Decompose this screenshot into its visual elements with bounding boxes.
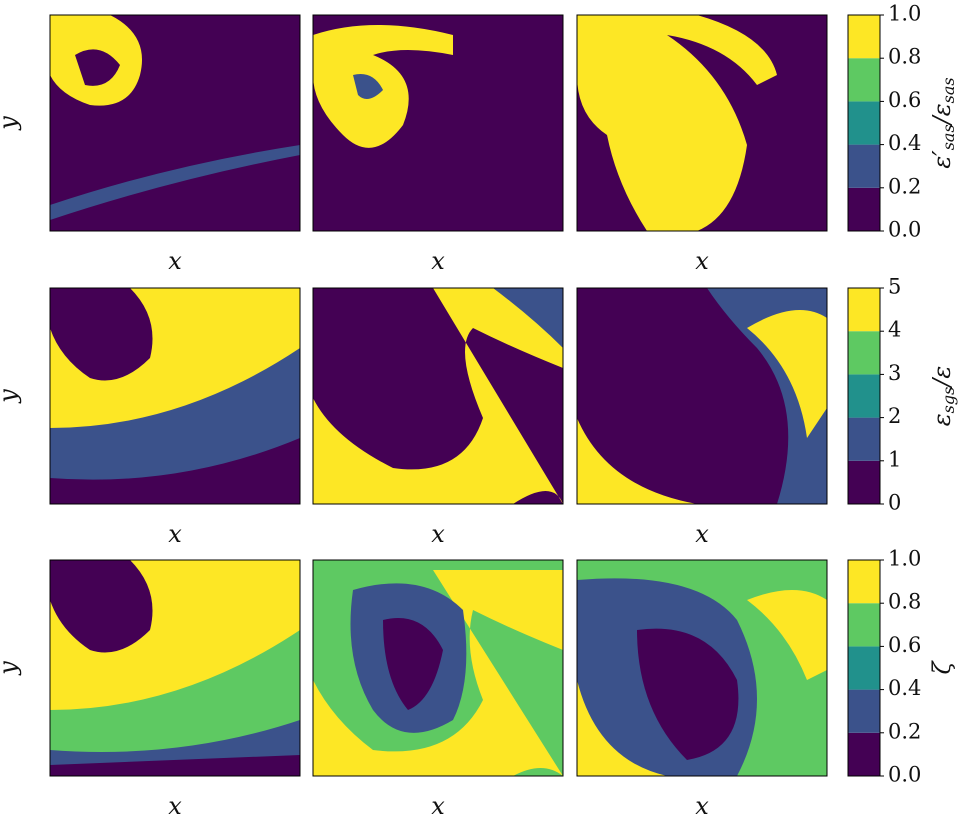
colorbar-label: ε′sas/εsas (928, 77, 958, 168)
field-region (493, 288, 563, 348)
colorbar-tick-label: 2 (888, 404, 901, 428)
colorbar-tick-label: 0.8 (888, 590, 921, 614)
field-region (637, 628, 739, 760)
colorbar-segment (848, 417, 880, 461)
field-region (577, 115, 617, 215)
colorbar-label: ζ (928, 660, 956, 675)
field-region (75, 49, 120, 86)
colorbar-label-part: sas (939, 124, 958, 150)
colorbar-segment (848, 187, 880, 231)
field-region (577, 680, 667, 776)
x-axis-label: x (431, 792, 445, 820)
field-region (747, 310, 827, 438)
field-region (50, 755, 300, 776)
field-region (313, 25, 453, 148)
colorbar-tick-label: 0.6 (888, 88, 921, 112)
field-region (353, 74, 383, 99)
colorbar-tick-label: 0.2 (888, 719, 921, 743)
x-axis-label: x (168, 520, 182, 548)
colorbar-segment (848, 689, 880, 733)
colorbar-tick-label: 3 (888, 361, 901, 385)
colorbar-segment (848, 144, 880, 188)
colorbar-segment (848, 603, 880, 647)
panel-frame (49, 287, 301, 505)
panel-frame (49, 559, 301, 777)
colorbar-tick-label: 0.6 (888, 633, 921, 657)
y-axis-label: y (0, 661, 22, 676)
field-region (313, 570, 563, 776)
colorbar-label-part: /ε (928, 103, 956, 126)
x-axis-label: x (431, 247, 445, 275)
colorbar-segment (848, 732, 880, 776)
field-image (50, 560, 300, 776)
x-axis-label: x (695, 247, 709, 275)
colorbar-segment (848, 101, 880, 145)
colorbar-label: εsgs/ε (928, 366, 958, 427)
field-region (383, 618, 443, 710)
colorbar-tick-label: 0.2 (888, 174, 921, 198)
colorbar-segment (848, 460, 880, 504)
field-image (50, 15, 300, 231)
panel-frame (576, 559, 828, 777)
colorbar-tick-label: 1.0 (888, 547, 921, 571)
field-region (747, 590, 827, 680)
field-image (577, 15, 827, 231)
colorbar-tick-label: 1.0 (888, 2, 921, 26)
field-region (50, 288, 153, 381)
field-region (577, 418, 697, 504)
colorbar-tick-label: 0.8 (888, 45, 921, 69)
panel-frame (312, 14, 564, 232)
field-image (313, 15, 563, 231)
x-axis-label: x (168, 247, 182, 275)
field-region (50, 560, 153, 653)
colorbar-segment (848, 646, 880, 690)
field-image (577, 288, 827, 504)
field-image (313, 288, 563, 504)
colorbar-label-part: ζ (928, 660, 956, 675)
x-axis-label: x (695, 520, 709, 548)
colorbar-segment (848, 374, 880, 418)
colorbar-segment (848, 560, 880, 604)
colorbar-segment (848, 288, 880, 332)
colorbar-segment (848, 331, 880, 375)
colorbar-tick-label: 0 (888, 491, 901, 515)
y-axis-label: y (0, 389, 22, 404)
colorbar-label-part: ε (928, 413, 956, 426)
field-region (313, 288, 563, 504)
colorbar-label-part: ε′ (928, 150, 956, 169)
colorbar-tick-label: 0.0 (888, 763, 921, 787)
colorbar-tick-label: 0.0 (888, 218, 921, 242)
colorbar-label-part: sgs (939, 387, 958, 414)
field-region (577, 15, 777, 231)
colorbar-tick-label: 1 (888, 447, 901, 471)
field-image (50, 288, 300, 504)
colorbar-tick-label: 0.4 (888, 676, 921, 700)
colorbar-segment (848, 58, 880, 102)
x-axis-label: x (431, 520, 445, 548)
colorbar-frame (847, 559, 881, 777)
panel-frame (576, 14, 828, 232)
panel-frame (576, 287, 828, 505)
colorbar-frame (847, 14, 881, 232)
colorbar-label-part: /ε (928, 366, 956, 389)
x-axis-label: x (695, 792, 709, 820)
panel-frame (312, 559, 564, 777)
colorbar-label-part: sas (939, 77, 958, 103)
colorbar-frame (847, 287, 881, 505)
panel-frame (312, 287, 564, 505)
field-image (313, 560, 563, 776)
field-region (50, 145, 300, 220)
field-region (50, 438, 300, 504)
colorbar-tick-label: 5 (888, 275, 901, 299)
colorbar-segment (848, 15, 880, 59)
panel-frame (49, 14, 301, 232)
y-axis-label: y (0, 116, 22, 131)
colorbar-tick-label: 4 (888, 318, 901, 342)
x-axis-label: x (168, 792, 182, 820)
field-image (577, 560, 827, 776)
colorbar-tick-label: 0.4 (888, 131, 921, 155)
